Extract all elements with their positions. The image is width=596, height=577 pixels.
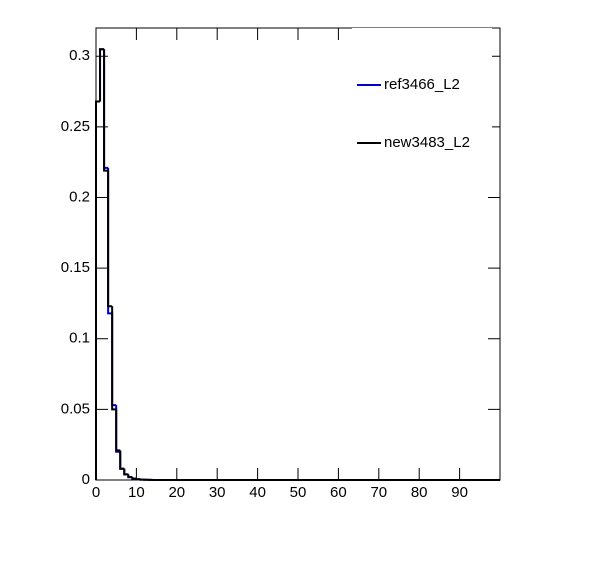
y-tick-label: 0.25 — [61, 118, 90, 135]
x-tick-label: 10 — [128, 484, 145, 501]
x-tick-label: 70 — [370, 484, 387, 501]
y-tick-label: 0.2 — [69, 188, 90, 205]
x-tick-label: 90 — [451, 484, 468, 501]
x-tick-label: 30 — [209, 484, 226, 501]
x-tick-label: 80 — [411, 484, 428, 501]
histogram-bin — [132, 477, 136, 478]
y-tick-label: 0.1 — [69, 330, 90, 347]
x-tick-label: 50 — [290, 484, 307, 501]
y-tick-label: 0.15 — [61, 259, 90, 276]
x-tick-label: 60 — [330, 484, 347, 501]
y-tick-label: 0.3 — [69, 47, 90, 64]
histogram-bin — [96, 101, 100, 480]
y-tick-label: 0 — [82, 471, 90, 488]
x-tick-label: 40 — [249, 484, 266, 501]
histogram-bin — [128, 474, 132, 477]
x-tick-label: 0 — [92, 484, 100, 501]
histogram-bin — [120, 450, 124, 468]
histogram-bin — [116, 409, 120, 450]
legend-label: new3483_L2 — [384, 134, 470, 151]
histogram-bin — [112, 306, 116, 409]
histogram-bin — [104, 49, 108, 170]
histogram-bin — [136, 479, 140, 480]
legend-label: ref3466_L2 — [384, 76, 460, 93]
histogram-bin — [124, 469, 128, 475]
x-tick-label: 20 — [168, 484, 185, 501]
histogram-bin — [108, 171, 112, 307]
y-tick-label: 0.05 — [61, 400, 90, 417]
